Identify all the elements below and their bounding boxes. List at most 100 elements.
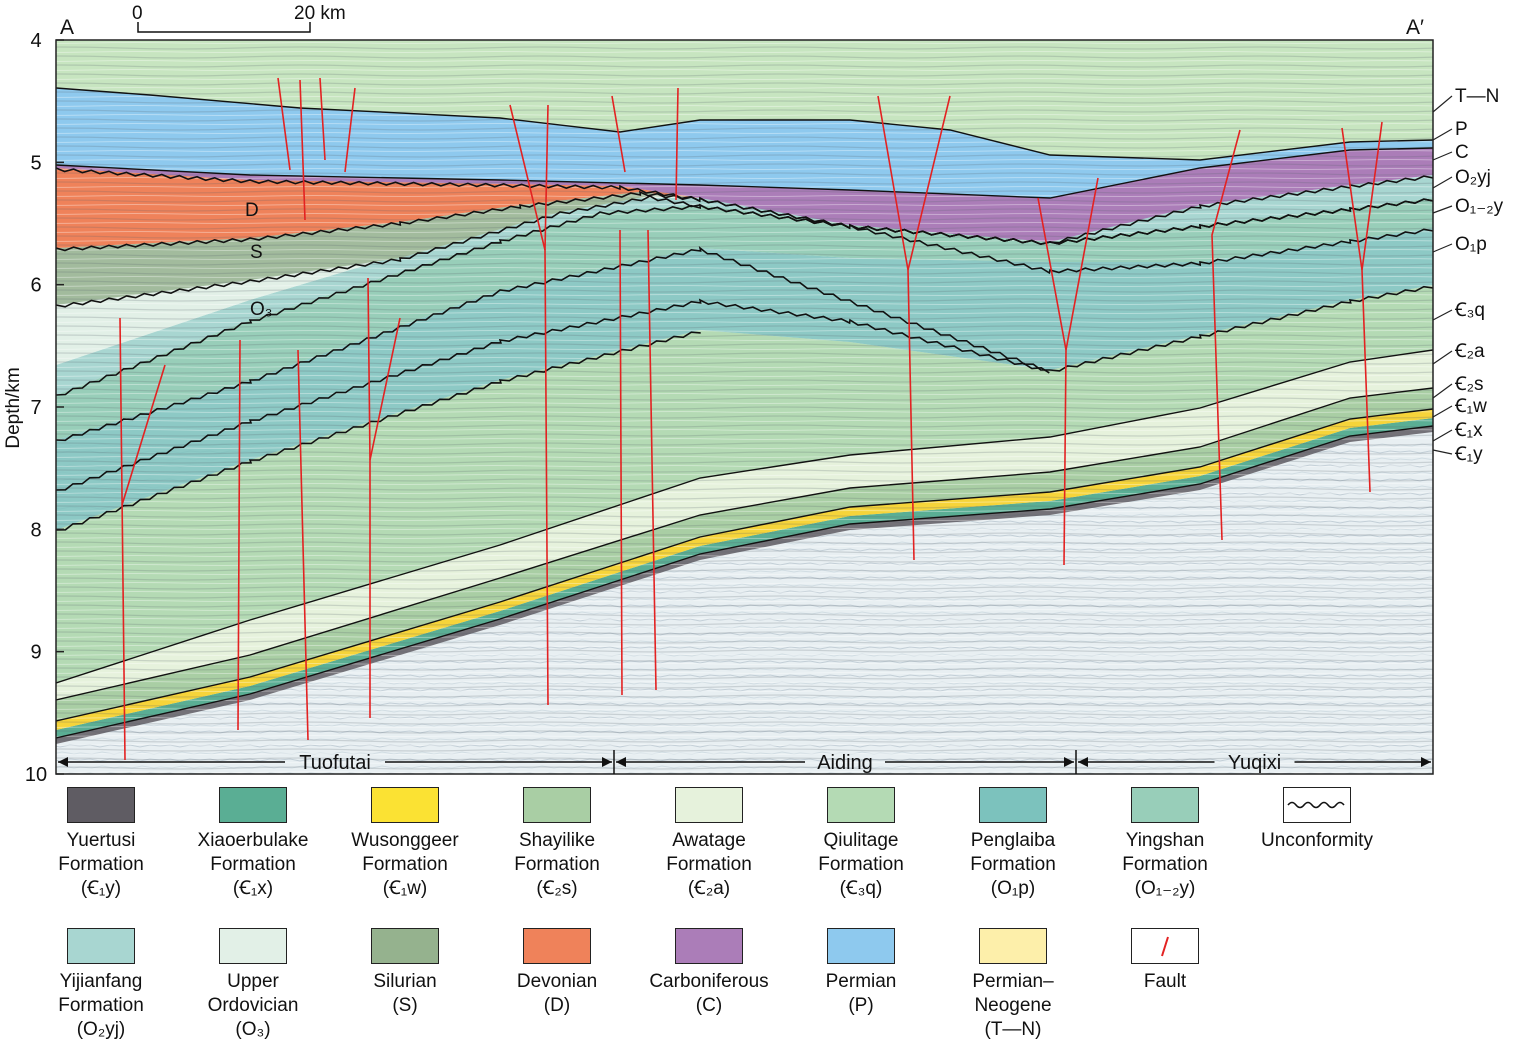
fault [299,79,306,221]
zone-label: Aiding [817,752,873,774]
legend-item: Penglaiba Formation (O₁p) [938,787,1088,901]
legend-label: Carboniferous (C) [649,971,769,1016]
formation-label: T—N [1455,86,1499,107]
label-leader [1432,383,1453,399]
faults [119,77,1383,761]
formation-label: Ꞓ₂a [1454,341,1485,362]
upper-ordovician-label: O₃ [250,299,273,320]
label-leader [1432,176,1453,189]
devonian-label: D [245,200,259,221]
legend-item: Carboniferous (C) [634,928,784,1018]
formation-label: O₂yj [1455,167,1491,188]
legend-label: Permian– Neogene (T—N) [972,971,1054,1040]
fault [1361,121,1383,271]
fault [647,229,657,691]
fault [619,229,623,696]
unconformity-symbol-icon [1283,787,1351,823]
legend-label: Permian (P) [825,971,897,1016]
legend-item: Yingshan Formation (O₁₋₂y) [1090,787,1240,901]
legend-item: Unconformity [1242,787,1392,853]
depth-axis: 4 5 6 7 8 9 10 [25,30,64,786]
zone-label: Tuofutai [299,752,371,774]
legend-swatch [523,928,591,964]
legend-swatch [675,787,743,823]
zone-arrowhead-icon [1421,757,1431,767]
fault-symbol-icon [1131,928,1199,964]
legend-swatch [979,787,1047,823]
seismic-cross-section: 0 20 km A A′ 4 5 6 7 8 9 10 Depth/km D S O₃ T—… [3,3,1504,786]
label-leader [1432,151,1453,161]
fault [319,77,326,161]
fault [1211,129,1241,541]
fault [675,87,679,201]
legend-swatch [371,787,439,823]
legend-item: Permian (P) [786,928,936,1018]
legend-label: Yuertusi Formation (Ꞓ₁y) [58,830,144,899]
label-leader [1432,429,1453,442]
zone-arrowhead-icon [1064,757,1074,767]
zone-arrowhead-icon [616,757,626,767]
depth-tick-label: 6 [30,275,41,297]
horizon-top-awatage [56,349,1433,684]
fault [1065,177,1099,351]
legend-item: Wusonggeer Formation (Ꞓ₁w) [330,787,480,901]
zone-arrowhead-icon [602,757,612,767]
horizon-top-yuertusi [56,425,1433,739]
legend-swatch [371,928,439,964]
label-leader [1432,350,1453,365]
legend-swatch [675,928,743,964]
legend-label: Awatage Formation (Ꞓ₂a) [666,830,752,899]
label-leader [1432,405,1453,418]
label-leader [1432,243,1453,253]
seismic-texture [56,40,1433,774]
fault [297,349,309,741]
horizon-top-shayilike [56,387,1433,701]
formation-label: O₁₋₂y [1455,196,1504,217]
legend-swatch [67,928,135,964]
fault [237,339,241,731]
legend-label: Shayilike Formation (Ꞓ₂s) [514,830,600,899]
depth-tick-label: 4 [30,30,41,52]
legend-swatch [827,787,895,823]
legend-item: Silurian (S) [330,928,480,1018]
legend-swatch [219,787,287,823]
legend-item: Upper Ordovician (O₃) [178,928,328,1042]
depth-tick-label: 9 [30,642,41,664]
legend-label: Unconformity [1261,830,1373,851]
legend-swatch [979,928,1047,964]
legend-swatch [67,787,135,823]
unconformity-line [56,298,1050,491]
legend-label: Silurian (S) [373,971,437,1016]
legend-item: Shayilike Formation (Ꞓ₂s) [482,787,632,901]
depth-tick-label: 5 [30,152,41,174]
label-leader [1432,205,1453,214]
label-leader [1432,449,1453,455]
section-end-right: A′ [1406,16,1424,39]
legend-item: Xiaoerbulake Formation (Ꞓ₁x) [178,787,328,901]
fault [369,317,401,461]
formation-label: Ꞓ₁x [1454,420,1483,441]
horizon-top-permian [56,87,1433,161]
label-leader [1432,95,1453,113]
legend-item: Devonian (D) [482,928,632,1018]
legend-item: Yuertusi Formation (Ꞓ₁y) [26,787,176,901]
zone-label: Yuqixi [1228,752,1281,774]
legend-item: Fault [1090,928,1240,994]
zone-arrowhead-icon [58,757,68,767]
unconformity-line [56,203,1433,396]
zone-bar: Tuofutai Aiding Yuqixi [58,750,1431,774]
section-end-left: A [60,16,74,39]
horizon-top-wusonggeer [56,408,1433,722]
fault [611,95,626,173]
legend-label: Fault [1143,971,1187,992]
scale-bar [137,22,311,33]
zone-arrowhead-icon [1078,757,1088,767]
fault [277,77,291,171]
depth-tick-label: 8 [30,519,41,541]
legend-row-top: Yuertusi Formation (Ꞓ₁y) Xiaoerbulake For… [56,787,1456,907]
formation-label: C [1455,142,1469,163]
legend-swatch [523,787,591,823]
legend-swatch [1131,787,1199,823]
fault [544,104,549,251]
